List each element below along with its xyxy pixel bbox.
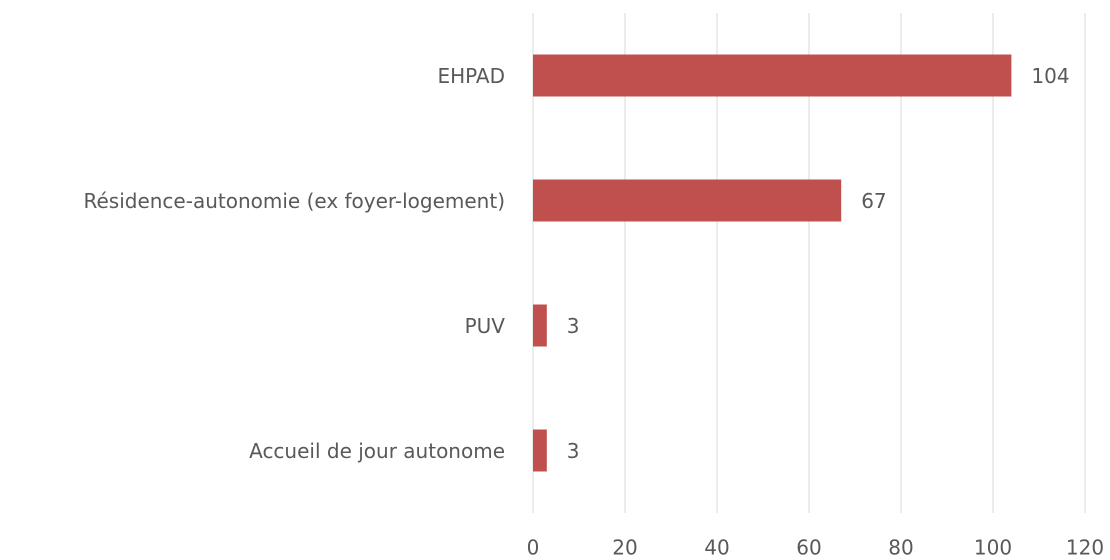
y-tick-label: Accueil de jour autonome [249, 439, 505, 463]
data-label: 3 [567, 439, 580, 463]
x-tick-label: 120 [1066, 536, 1104, 560]
bar [533, 54, 1012, 97]
x-tick-label: 100 [974, 536, 1012, 560]
x-tick-label: 0 [527, 536, 540, 560]
bar [533, 429, 547, 472]
x-tick-label: 40 [704, 536, 729, 560]
data-label: 3 [567, 314, 580, 338]
data-label: 104 [1031, 64, 1069, 88]
x-tick-label: 60 [796, 536, 821, 560]
x-tick-label: 80 [888, 536, 913, 560]
bar [533, 179, 842, 222]
y-tick-label: Résidence-autonomie (ex foyer-logement) [83, 189, 505, 213]
y-tick-label: EHPAD [437, 64, 505, 88]
bar [533, 304, 547, 347]
x-tick-label: 20 [612, 536, 637, 560]
y-tick-label: PUV [465, 314, 506, 338]
data-label: 67 [861, 189, 886, 213]
